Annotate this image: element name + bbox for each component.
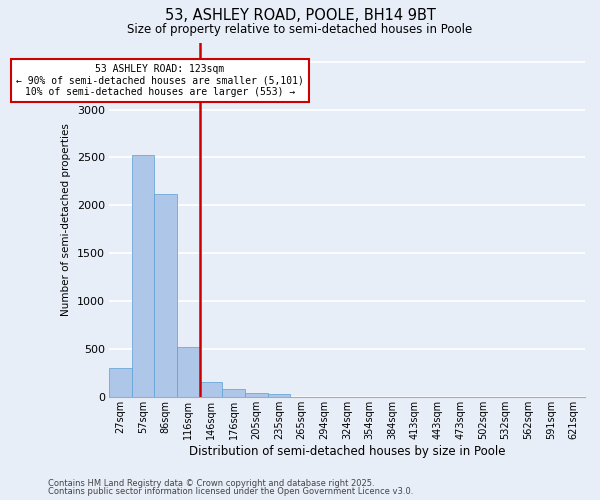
Text: Contains HM Land Registry data © Crown copyright and database right 2025.: Contains HM Land Registry data © Crown c… (48, 478, 374, 488)
Bar (223, 389, 245, 397)
Bar (132, 154, 154, 397)
Y-axis label: Number of semi-detached properties: Number of semi-detached properties (61, 123, 71, 316)
Bar (154, 194, 177, 397)
X-axis label: Distribution of semi-detached houses by size in Poole: Distribution of semi-detached houses by … (189, 444, 505, 458)
Text: Contains public sector information licensed under the Open Government Licence v3: Contains public sector information licen… (48, 487, 413, 496)
Bar (177, 347, 200, 397)
Text: Size of property relative to semi-detached houses in Poole: Size of property relative to semi-detach… (127, 22, 473, 36)
Bar (109, 368, 132, 397)
Bar (268, 394, 290, 397)
Bar (200, 382, 223, 397)
Text: 53 ASHLEY ROAD: 123sqm
← 90% of semi-detached houses are smaller (5,101)
10% of : 53 ASHLEY ROAD: 123sqm ← 90% of semi-det… (16, 64, 304, 97)
Bar (245, 393, 268, 397)
Text: 53, ASHLEY ROAD, POOLE, BH14 9BT: 53, ASHLEY ROAD, POOLE, BH14 9BT (164, 8, 436, 22)
